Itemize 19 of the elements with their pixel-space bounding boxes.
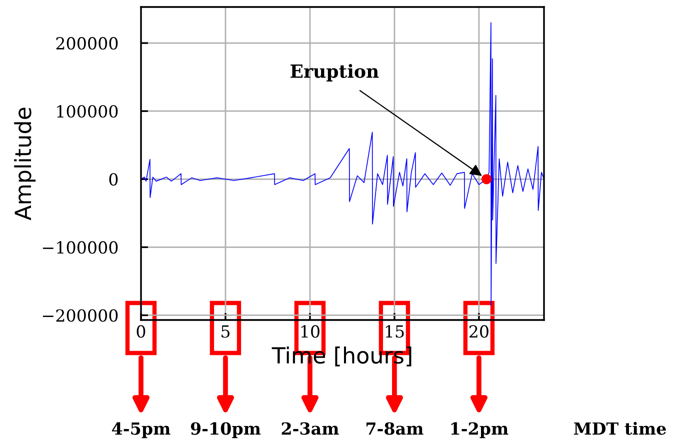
y-axis-title: Amplitude [14,108,36,220]
x-tick-label: 15 [386,325,404,338]
text: 7-8am [366,422,424,435]
text: 9-10pm [190,422,261,438]
y-tick-label: 200000 [56,37,118,50]
y-tick-label: −100000 [42,241,118,254]
y-tick-label: 0 [109,173,118,186]
x-tick-label: 0 [136,325,146,338]
text: 2-3am [282,422,339,435]
y-tick-label: 100000 [57,105,118,118]
text: MDT time [574,422,666,435]
line-series [141,22,544,306]
annotation: Eruption [290,64,379,82]
x-tick-label: 5 [222,325,230,338]
x-tick-label: 10 [301,325,320,338]
text: 1-2pm [451,422,508,438]
y-tick-label: −200000 [42,309,118,322]
x-tick-label: 20 [469,325,488,338]
text: 4-5pm [112,422,170,438]
